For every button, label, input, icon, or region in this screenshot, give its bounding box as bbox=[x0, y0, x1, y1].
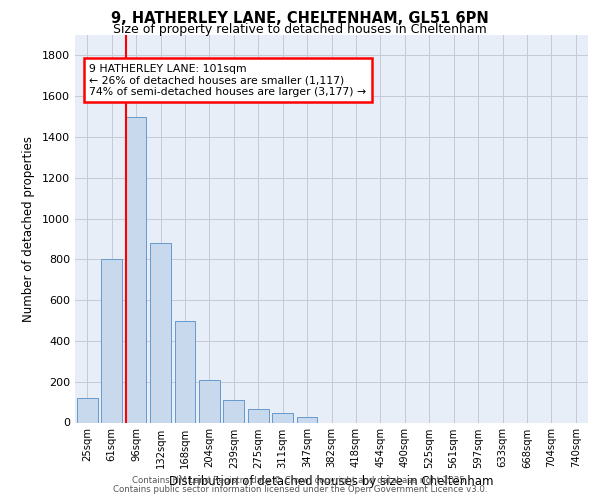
Text: Contains HM Land Registry data © Crown copyright and database right 2025.: Contains HM Land Registry data © Crown c… bbox=[132, 476, 468, 485]
Text: 9 HATHERLEY LANE: 101sqm
← 26% of detached houses are smaller (1,117)
74% of sem: 9 HATHERLEY LANE: 101sqm ← 26% of detach… bbox=[89, 64, 366, 97]
Bar bbox=[223, 400, 244, 422]
Text: 9, HATHERLEY LANE, CHELTENHAM, GL51 6PN: 9, HATHERLEY LANE, CHELTENHAM, GL51 6PN bbox=[111, 11, 489, 26]
Bar bbox=[248, 409, 269, 422]
Bar bbox=[175, 320, 196, 422]
Bar bbox=[150, 243, 171, 422]
X-axis label: Distribution of detached houses by size in Cheltenham: Distribution of detached houses by size … bbox=[169, 474, 494, 488]
Bar bbox=[125, 116, 146, 422]
Bar bbox=[77, 398, 98, 422]
Bar bbox=[272, 414, 293, 422]
Text: Size of property relative to detached houses in Cheltenham: Size of property relative to detached ho… bbox=[113, 22, 487, 36]
Y-axis label: Number of detached properties: Number of detached properties bbox=[22, 136, 35, 322]
Bar bbox=[101, 260, 122, 422]
Bar bbox=[296, 418, 317, 422]
Text: Contains public sector information licensed under the Open Government Licence v3: Contains public sector information licen… bbox=[113, 485, 487, 494]
Bar bbox=[199, 380, 220, 422]
